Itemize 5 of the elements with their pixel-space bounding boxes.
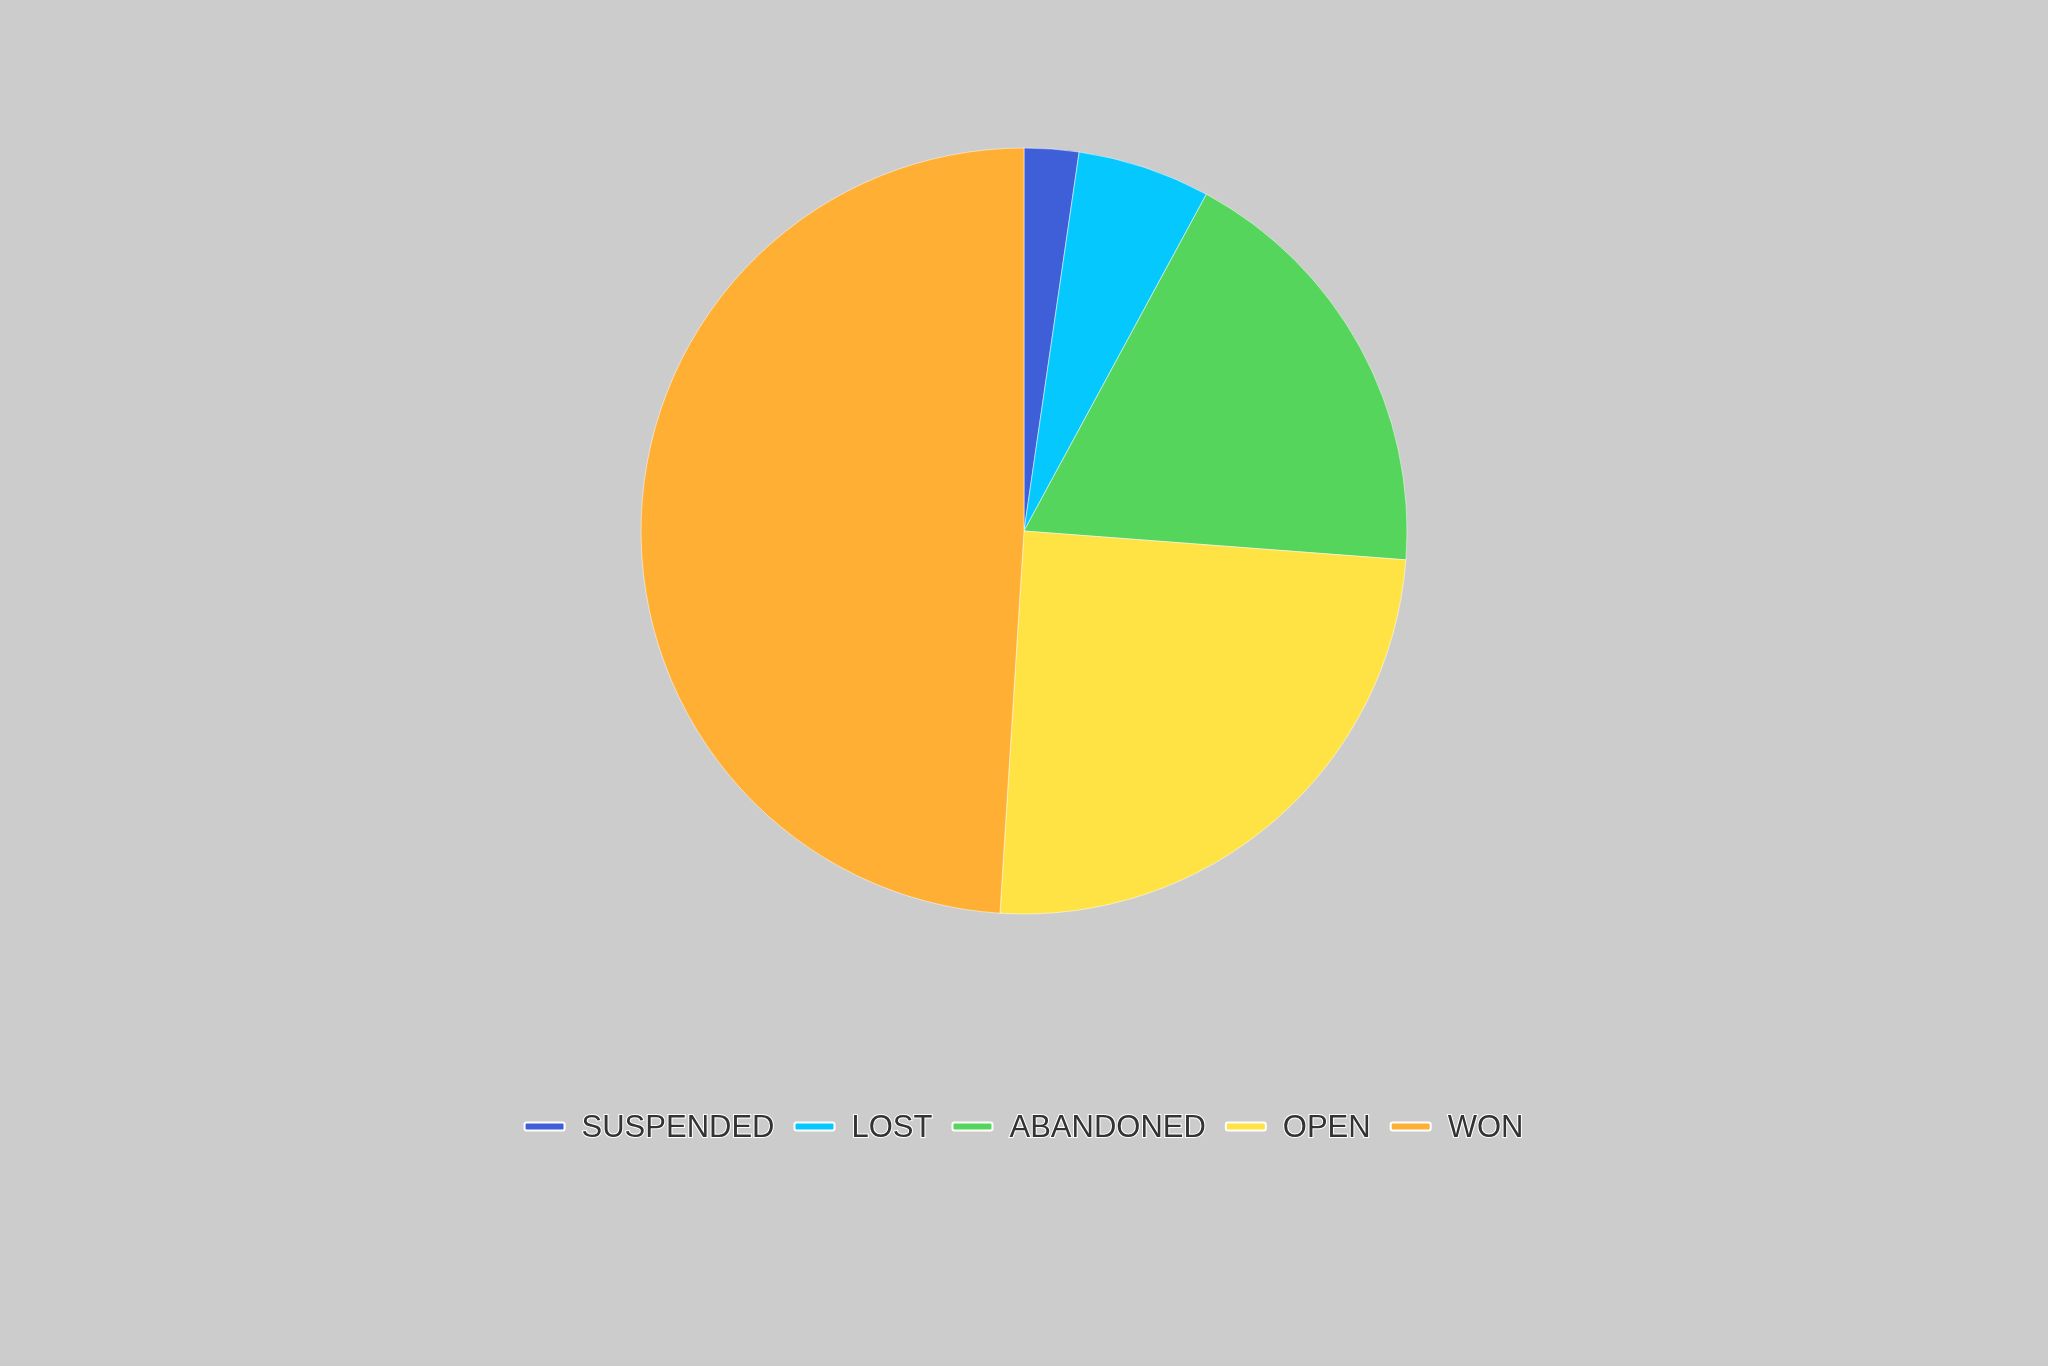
legend-label: SUSPENDED: [581, 1109, 775, 1144]
legend-label: LOST: [851, 1109, 933, 1144]
legend-label: OPEN: [1282, 1109, 1371, 1144]
legend-label: WON: [1447, 1109, 1524, 1144]
legend-label: ABANDONED: [1009, 1109, 1206, 1144]
